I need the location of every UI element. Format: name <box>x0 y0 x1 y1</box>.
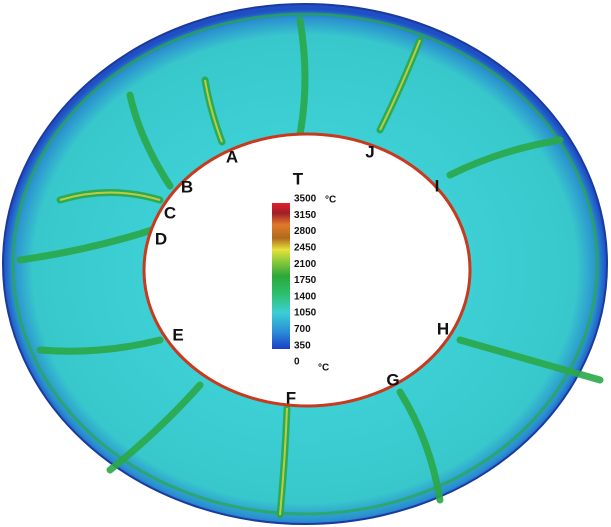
colorbar-tick-label: 1050 <box>294 308 317 319</box>
colorbar-title: T <box>293 169 304 188</box>
colorbar-tick-label: 2450 <box>294 243 317 254</box>
colorbar-tick-label: 1400 <box>294 291 317 302</box>
colorbar-tick-label: 2100 <box>294 259 317 270</box>
colorbar-tick-label: 0 <box>294 357 300 368</box>
colorbar-unit: °C <box>325 195 336 206</box>
lithosphere-edge <box>11 12 599 516</box>
colorbar-tick-label: 3500 <box>294 194 317 205</box>
plume-label: G <box>386 370 399 389</box>
colorbar-tick-label: 2800 <box>294 226 317 237</box>
plume-labels: A BCD E F G H I J <box>155 142 449 407</box>
plume-label: A <box>226 147 238 166</box>
plume-label: H <box>437 319 449 338</box>
plume-label: C <box>164 203 176 222</box>
core <box>142 132 472 408</box>
colorbar-tick-label: 350 <box>294 340 311 351</box>
colorbar-tick-label: 3150 <box>294 210 317 221</box>
colorbar-tick-label: 1750 <box>294 275 317 286</box>
plume-label: J <box>365 142 374 161</box>
plume-label: F <box>286 388 296 407</box>
colorbar-unit: °C <box>318 363 329 374</box>
plume-label: E <box>172 325 183 344</box>
plume-label: I <box>435 176 440 195</box>
plume-cores <box>59 39 421 516</box>
plume-label: B <box>181 177 193 196</box>
plume-label: D <box>155 229 167 248</box>
colorbar-tick-label: 700 <box>294 324 311 335</box>
colorbar <box>272 203 290 349</box>
